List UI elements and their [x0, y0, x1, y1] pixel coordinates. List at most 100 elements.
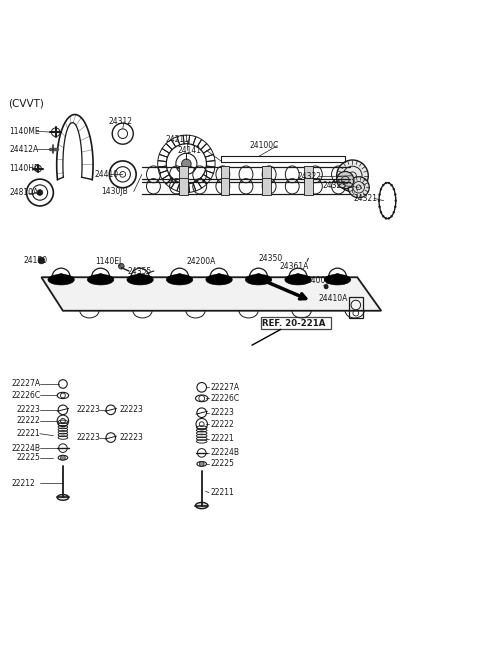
Text: 1430JB: 1430JB [101, 187, 128, 196]
Ellipse shape [195, 502, 208, 509]
Bar [261, 318, 331, 329]
Ellipse shape [48, 274, 74, 285]
Circle shape [324, 284, 328, 290]
Text: 22226C: 22226C [11, 391, 40, 400]
Circle shape [379, 206, 381, 208]
Text: 22224B: 22224B [210, 449, 240, 457]
Circle shape [388, 217, 390, 219]
Text: 24100C: 24100C [250, 141, 279, 150]
Text: 24150: 24150 [24, 256, 48, 265]
Circle shape [58, 274, 64, 280]
Circle shape [380, 188, 382, 190]
Text: 22224B: 22224B [11, 443, 40, 453]
Circle shape [393, 212, 395, 213]
Text: 24410A: 24410A [319, 294, 348, 303]
Text: 24321: 24321 [354, 194, 378, 203]
Text: 1140HD: 1140HD [9, 164, 40, 173]
Text: 24410: 24410 [94, 170, 118, 179]
Circle shape [336, 160, 368, 191]
Ellipse shape [167, 274, 193, 285]
Bar [221, 166, 229, 183]
Text: 24810A: 24810A [9, 188, 38, 197]
Ellipse shape [127, 274, 153, 285]
Circle shape [137, 274, 144, 280]
Bar [304, 166, 313, 183]
Circle shape [382, 215, 384, 217]
Text: 24000: 24000 [306, 276, 330, 285]
Circle shape [181, 159, 191, 168]
Text: 22223: 22223 [16, 405, 40, 415]
Text: 24323: 24323 [323, 181, 347, 191]
Bar [348, 297, 363, 318]
Circle shape [199, 462, 204, 466]
Text: 22221: 22221 [210, 434, 234, 443]
Text: 22227A: 22227A [11, 379, 40, 388]
Text: 22223: 22223 [120, 405, 143, 415]
Circle shape [119, 263, 124, 269]
Circle shape [216, 274, 222, 280]
Circle shape [395, 200, 397, 202]
Bar [179, 166, 188, 183]
Circle shape [395, 206, 396, 208]
Circle shape [378, 200, 380, 202]
Circle shape [295, 274, 301, 280]
Text: 24355: 24355 [127, 267, 151, 276]
Circle shape [336, 172, 354, 189]
Text: 24350: 24350 [258, 253, 282, 263]
Ellipse shape [245, 274, 272, 285]
Text: 24412A: 24412A [9, 145, 38, 154]
Text: 1140ME: 1140ME [9, 127, 40, 136]
Circle shape [97, 274, 104, 280]
Polygon shape [41, 277, 381, 310]
Text: 24312: 24312 [108, 117, 132, 126]
Text: 22225: 22225 [16, 453, 40, 462]
Bar [263, 178, 271, 195]
Text: 22226C: 22226C [210, 394, 240, 403]
Ellipse shape [57, 495, 69, 500]
Text: 22225: 22225 [210, 459, 234, 468]
Circle shape [395, 194, 396, 195]
Circle shape [60, 455, 65, 460]
Circle shape [380, 212, 382, 213]
Text: 22223: 22223 [120, 433, 143, 442]
Circle shape [388, 182, 390, 184]
Text: 24141: 24141 [178, 146, 202, 155]
Circle shape [393, 188, 395, 190]
Bar [221, 178, 229, 195]
Ellipse shape [324, 274, 351, 285]
Bar [263, 166, 271, 183]
Bar [179, 178, 188, 195]
Text: 22212: 22212 [11, 479, 35, 487]
Text: REF. 20-221A: REF. 20-221A [263, 319, 326, 328]
Circle shape [334, 274, 341, 280]
Ellipse shape [285, 274, 311, 285]
Text: 24361A: 24361A [279, 262, 309, 271]
Circle shape [255, 274, 262, 280]
Text: 22223: 22223 [210, 408, 234, 417]
Text: 24211: 24211 [166, 136, 190, 144]
Circle shape [38, 257, 45, 264]
Circle shape [348, 177, 369, 198]
Circle shape [37, 190, 43, 195]
Text: 1140EJ: 1140EJ [96, 257, 122, 266]
Circle shape [385, 217, 387, 219]
Text: 24322: 24322 [298, 172, 322, 181]
Circle shape [379, 194, 381, 195]
Ellipse shape [206, 274, 232, 285]
Bar [304, 178, 313, 195]
Text: 22223: 22223 [76, 405, 100, 415]
Ellipse shape [87, 274, 114, 285]
Text: 22223: 22223 [76, 433, 100, 442]
Circle shape [176, 274, 183, 280]
Text: 22222: 22222 [16, 417, 40, 425]
Circle shape [382, 184, 384, 186]
Text: 22211: 22211 [210, 488, 234, 497]
Text: 24200A: 24200A [186, 257, 216, 266]
Circle shape [391, 184, 393, 186]
Text: 22222: 22222 [210, 420, 234, 428]
Text: (CVVT): (CVVT) [8, 98, 44, 109]
Circle shape [391, 215, 393, 217]
Text: 22227A: 22227A [210, 383, 240, 392]
Circle shape [385, 182, 387, 184]
Text: 22221: 22221 [16, 429, 40, 438]
